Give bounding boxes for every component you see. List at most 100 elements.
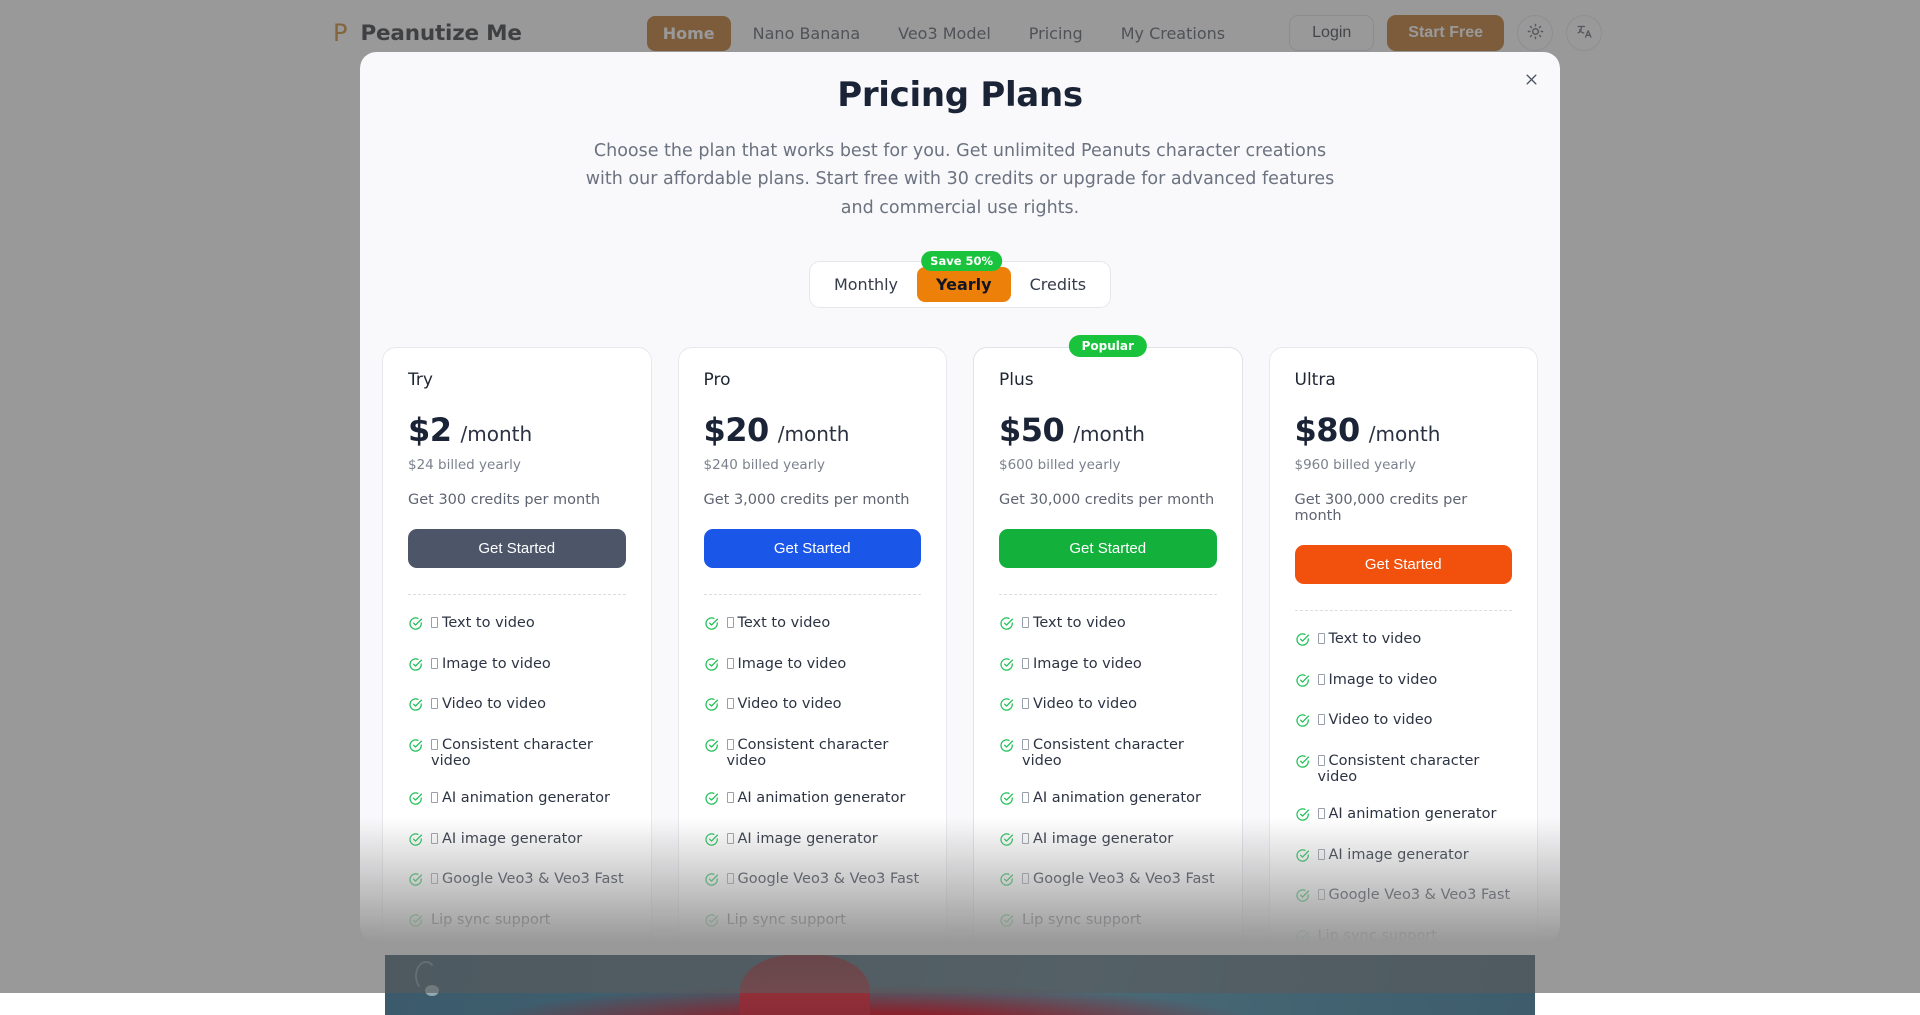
feature-label: Consistent character video	[1022, 737, 1217, 770]
feature-label: AI image generator	[1318, 847, 1469, 864]
feature-label: AI image generator	[431, 831, 582, 848]
plan-billed-note: $600 billed yearly	[999, 457, 1217, 473]
pricing-cards: Try $2 /month $24 billed yearly Get 300 …	[360, 347, 1560, 942]
check-circle-icon	[1295, 807, 1310, 826]
plan-price-row: $20 /month	[704, 411, 922, 449]
feature-item: Text to video	[1295, 631, 1513, 651]
feature-item: Image to video	[1295, 672, 1513, 692]
plan-period: /month	[1369, 422, 1441, 446]
feature-item: Lip sync support	[408, 912, 626, 932]
check-circle-icon	[408, 872, 423, 891]
missing-glyph-icon	[727, 698, 734, 709]
plan-price-row: $80 /month	[1295, 411, 1513, 449]
billing-toggle-wrap: Monthly Yearly Credits Save 50%	[360, 261, 1560, 308]
feature-item: Image to video	[704, 656, 922, 676]
feature-item: Video to video	[408, 696, 626, 716]
feature-item: AI image generator	[408, 831, 626, 851]
feature-list: Text to video Image to video Video to vide…	[1295, 631, 1513, 942]
plan-price-row: $2 /month	[408, 411, 626, 449]
check-circle-icon	[704, 791, 719, 810]
billing-option-monthly[interactable]: Monthly	[815, 267, 917, 302]
feature-label: Google Veo3 & Veo3 Fast	[431, 871, 624, 888]
missing-glyph-icon	[1318, 755, 1325, 766]
page-title: Pricing Plans	[360, 75, 1560, 115]
check-circle-icon	[999, 616, 1014, 635]
check-circle-icon	[1295, 888, 1310, 907]
feature-item: Image to video	[999, 656, 1217, 676]
check-circle-icon	[1295, 929, 1310, 942]
get-started-button[interactable]: Get Started	[408, 529, 626, 568]
feature-item: Google Veo3 & Veo3 Fast	[999, 871, 1217, 891]
feature-item: AI animation generator	[999, 790, 1217, 810]
check-circle-icon	[408, 697, 423, 716]
feature-item: Lip sync support	[1295, 928, 1513, 942]
plan-name: Ultra	[1295, 370, 1513, 390]
missing-glyph-icon	[1022, 873, 1029, 884]
feature-item: AI image generator	[704, 831, 922, 851]
missing-glyph-icon	[1022, 698, 1029, 709]
feature-label: Video to video	[431, 696, 546, 713]
feature-label: Lip sync support	[727, 912, 847, 929]
plan-credits: Get 300 credits per month	[408, 492, 626, 508]
plan-name: Pro	[704, 370, 922, 390]
billing-option-yearly[interactable]: Yearly	[917, 267, 1011, 302]
feature-label: AI image generator	[727, 831, 878, 848]
check-circle-icon	[704, 616, 719, 635]
check-circle-icon	[408, 657, 423, 676]
check-circle-icon	[408, 738, 423, 757]
missing-glyph-icon	[727, 833, 734, 844]
close-icon[interactable]	[1516, 64, 1546, 94]
get-started-button[interactable]: Get Started	[999, 529, 1217, 568]
missing-glyph-icon	[431, 658, 438, 669]
feature-item: Consistent character video	[408, 737, 626, 770]
check-circle-icon	[1295, 713, 1310, 732]
check-circle-icon	[999, 832, 1014, 851]
feature-label: Image to video	[1318, 672, 1438, 689]
missing-glyph-icon	[1022, 658, 1029, 669]
check-circle-icon	[408, 913, 423, 932]
feature-item: Google Veo3 & Veo3 Fast	[408, 871, 626, 891]
feature-item: Consistent character video	[999, 737, 1217, 770]
pricing-modal: Pricing Plans Choose the plan that works…	[360, 52, 1560, 942]
feature-label: Consistent character video	[431, 737, 626, 770]
feature-item: AI animation generator	[408, 790, 626, 810]
feature-item: Video to video	[1295, 712, 1513, 732]
billing-toggle: Monthly Yearly Credits Save 50%	[809, 261, 1111, 308]
missing-glyph-icon	[727, 617, 734, 628]
feature-item: AI animation generator	[1295, 806, 1513, 826]
card-divider	[999, 594, 1217, 595]
feature-label: Video to video	[1318, 712, 1433, 729]
feature-label: Consistent character video	[1318, 753, 1513, 786]
check-circle-icon	[704, 738, 719, 757]
check-circle-icon	[1295, 632, 1310, 651]
feature-label: Image to video	[1022, 656, 1142, 673]
get-started-button[interactable]: Get Started	[1295, 545, 1513, 584]
check-circle-icon	[999, 738, 1014, 757]
check-circle-icon	[704, 697, 719, 716]
pricing-card-ultra: Ultra $80 /month $960 billed yearly Get …	[1269, 347, 1539, 942]
plan-billed-note: $960 billed yearly	[1295, 457, 1513, 473]
feature-item: AI image generator	[999, 831, 1217, 851]
missing-glyph-icon	[431, 873, 438, 884]
check-circle-icon	[704, 872, 719, 891]
billing-option-credits[interactable]: Credits	[1011, 267, 1105, 302]
check-circle-icon	[1295, 754, 1310, 773]
feature-label: Consistent character video	[727, 737, 922, 770]
feature-label: AI image generator	[1022, 831, 1173, 848]
check-circle-icon	[408, 616, 423, 635]
pricing-card-try: Try $2 /month $24 billed yearly Get 300 …	[382, 347, 652, 942]
feature-label: Text to video	[431, 615, 535, 632]
plan-credits: Get 30,000 credits per month	[999, 492, 1217, 508]
feature-item: AI animation generator	[704, 790, 922, 810]
plan-billed-note: $24 billed yearly	[408, 457, 626, 473]
feature-label: Google Veo3 & Veo3 Fast	[1318, 887, 1511, 904]
feature-item: Image to video	[408, 656, 626, 676]
get-started-button[interactable]: Get Started	[704, 529, 922, 568]
missing-glyph-icon	[1318, 849, 1325, 860]
missing-glyph-icon	[1318, 674, 1325, 685]
feature-item: Lip sync support	[704, 912, 922, 932]
missing-glyph-icon	[1022, 833, 1029, 844]
plan-billed-note: $240 billed yearly	[704, 457, 922, 473]
missing-glyph-icon	[431, 698, 438, 709]
